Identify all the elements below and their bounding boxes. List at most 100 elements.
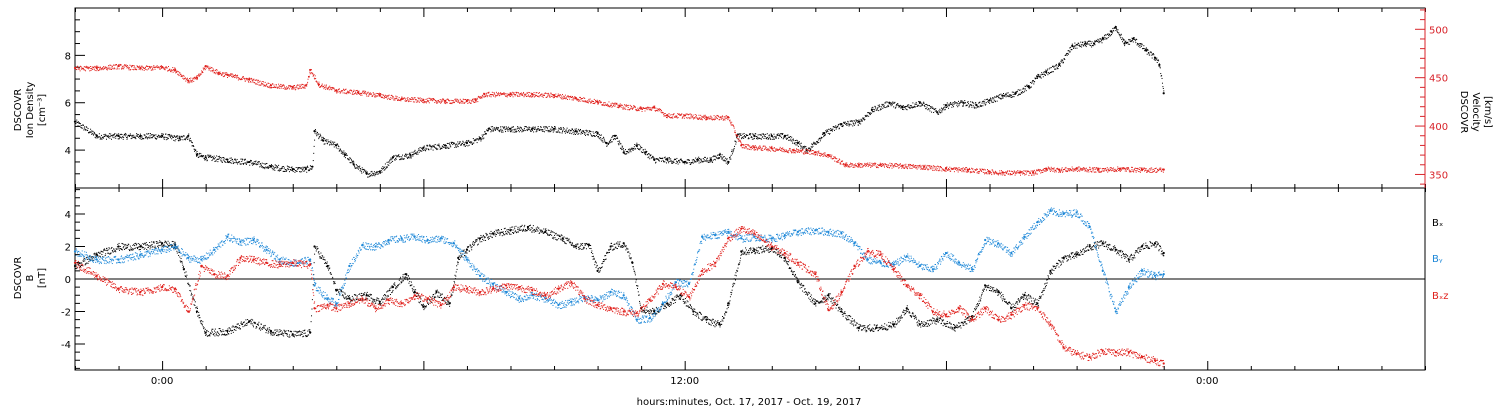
density-sample [758, 137, 760, 139]
velocity-sample [709, 117, 711, 119]
velocity-sample [189, 79, 191, 81]
velocity-sample [391, 98, 393, 100]
velocity-sample [829, 155, 831, 157]
density-sample [621, 149, 623, 151]
density-sample [657, 158, 659, 160]
velocity-sample [395, 98, 397, 100]
density-sample [259, 166, 261, 168]
velocity-sample [828, 154, 830, 156]
velocity-sample [923, 168, 925, 170]
velocity-sample [98, 69, 100, 71]
velocity-sample [240, 77, 242, 79]
density-sample [269, 166, 271, 168]
velocity-sample [738, 138, 740, 140]
velocity-sample [384, 96, 386, 98]
density-sample [326, 142, 328, 144]
velocity-sample [264, 85, 266, 87]
velocity-sample [313, 74, 315, 76]
velocity-sample [588, 98, 590, 100]
density-sample [795, 144, 797, 146]
density-sample [247, 161, 249, 163]
density-sample [841, 123, 843, 125]
density-sample [1031, 82, 1033, 84]
density-sample [853, 123, 855, 125]
velocity-sample [152, 66, 154, 68]
density-sample [515, 129, 517, 131]
velocity-sample [355, 92, 357, 94]
velocity-sample [513, 92, 515, 94]
velocity-sample [103, 68, 105, 70]
density-sample [464, 143, 466, 145]
density-sample [497, 127, 499, 129]
density-sample [794, 140, 796, 142]
velocity-sample [839, 159, 841, 161]
density-sample [1102, 39, 1104, 41]
density-sample [171, 135, 173, 137]
density-sample [151, 134, 153, 136]
density-point [409, 153, 412, 156]
density-sample [286, 165, 288, 167]
density-sample [1090, 42, 1092, 44]
density-sample [167, 134, 169, 136]
density-sample [818, 141, 820, 143]
velocity-sample [456, 100, 458, 102]
velocity-sample [100, 69, 102, 71]
density-sample [147, 136, 149, 138]
velocity-sample [769, 146, 771, 148]
velocity-sample [881, 163, 883, 165]
density-sample [174, 140, 176, 142]
density-sample [517, 127, 519, 129]
density-sample [487, 130, 489, 132]
density-sample [586, 133, 588, 135]
velocity-sample [610, 103, 612, 105]
density-sample [552, 131, 554, 133]
density-sample [302, 166, 304, 168]
velocity-sample [533, 94, 535, 96]
density-sample [908, 104, 910, 106]
velocity-sample [883, 163, 885, 165]
density-sample [988, 101, 990, 103]
density-sample [249, 164, 251, 166]
density-sample [241, 160, 243, 162]
density-sample [1068, 50, 1070, 52]
velocity-sample [538, 92, 540, 94]
velocity-sample [713, 115, 715, 117]
density-sample [122, 136, 124, 138]
velocity-sample [510, 95, 512, 97]
velocity-sample [429, 99, 431, 101]
density-sample [272, 165, 274, 167]
velocity-sample [618, 106, 620, 108]
density-sample [406, 154, 408, 156]
velocity-sample [912, 164, 914, 166]
velocity-sample [290, 85, 292, 87]
density-sample [1106, 38, 1108, 40]
velocity-sample [412, 99, 414, 101]
density-sample [735, 143, 737, 145]
velocity-sample [755, 149, 757, 151]
density-sample [277, 170, 279, 172]
velocity-sample [843, 165, 845, 167]
velocity-sample [542, 93, 544, 95]
density-sample [86, 126, 88, 128]
density-point [1162, 92, 1165, 95]
density-sample [1136, 39, 1138, 41]
velocity-sample [868, 164, 870, 166]
density-sample [512, 126, 514, 128]
velocity-sample [607, 104, 609, 106]
density-sample [178, 139, 180, 141]
density-sample [599, 134, 601, 136]
density-sample [699, 160, 701, 162]
velocity-sample [520, 92, 522, 94]
velocity-sample [523, 93, 525, 95]
velocity-sample [168, 70, 170, 72]
density-sample [783, 135, 785, 137]
density-sample [364, 170, 366, 172]
velocity-sample [130, 68, 132, 70]
velocity-sample [350, 90, 352, 92]
density-sample [134, 137, 136, 139]
velocity-sample [87, 68, 89, 70]
density-sample [1139, 43, 1141, 45]
density-sample [665, 162, 667, 164]
velocity-sample [104, 66, 106, 68]
density-sample [763, 134, 765, 136]
